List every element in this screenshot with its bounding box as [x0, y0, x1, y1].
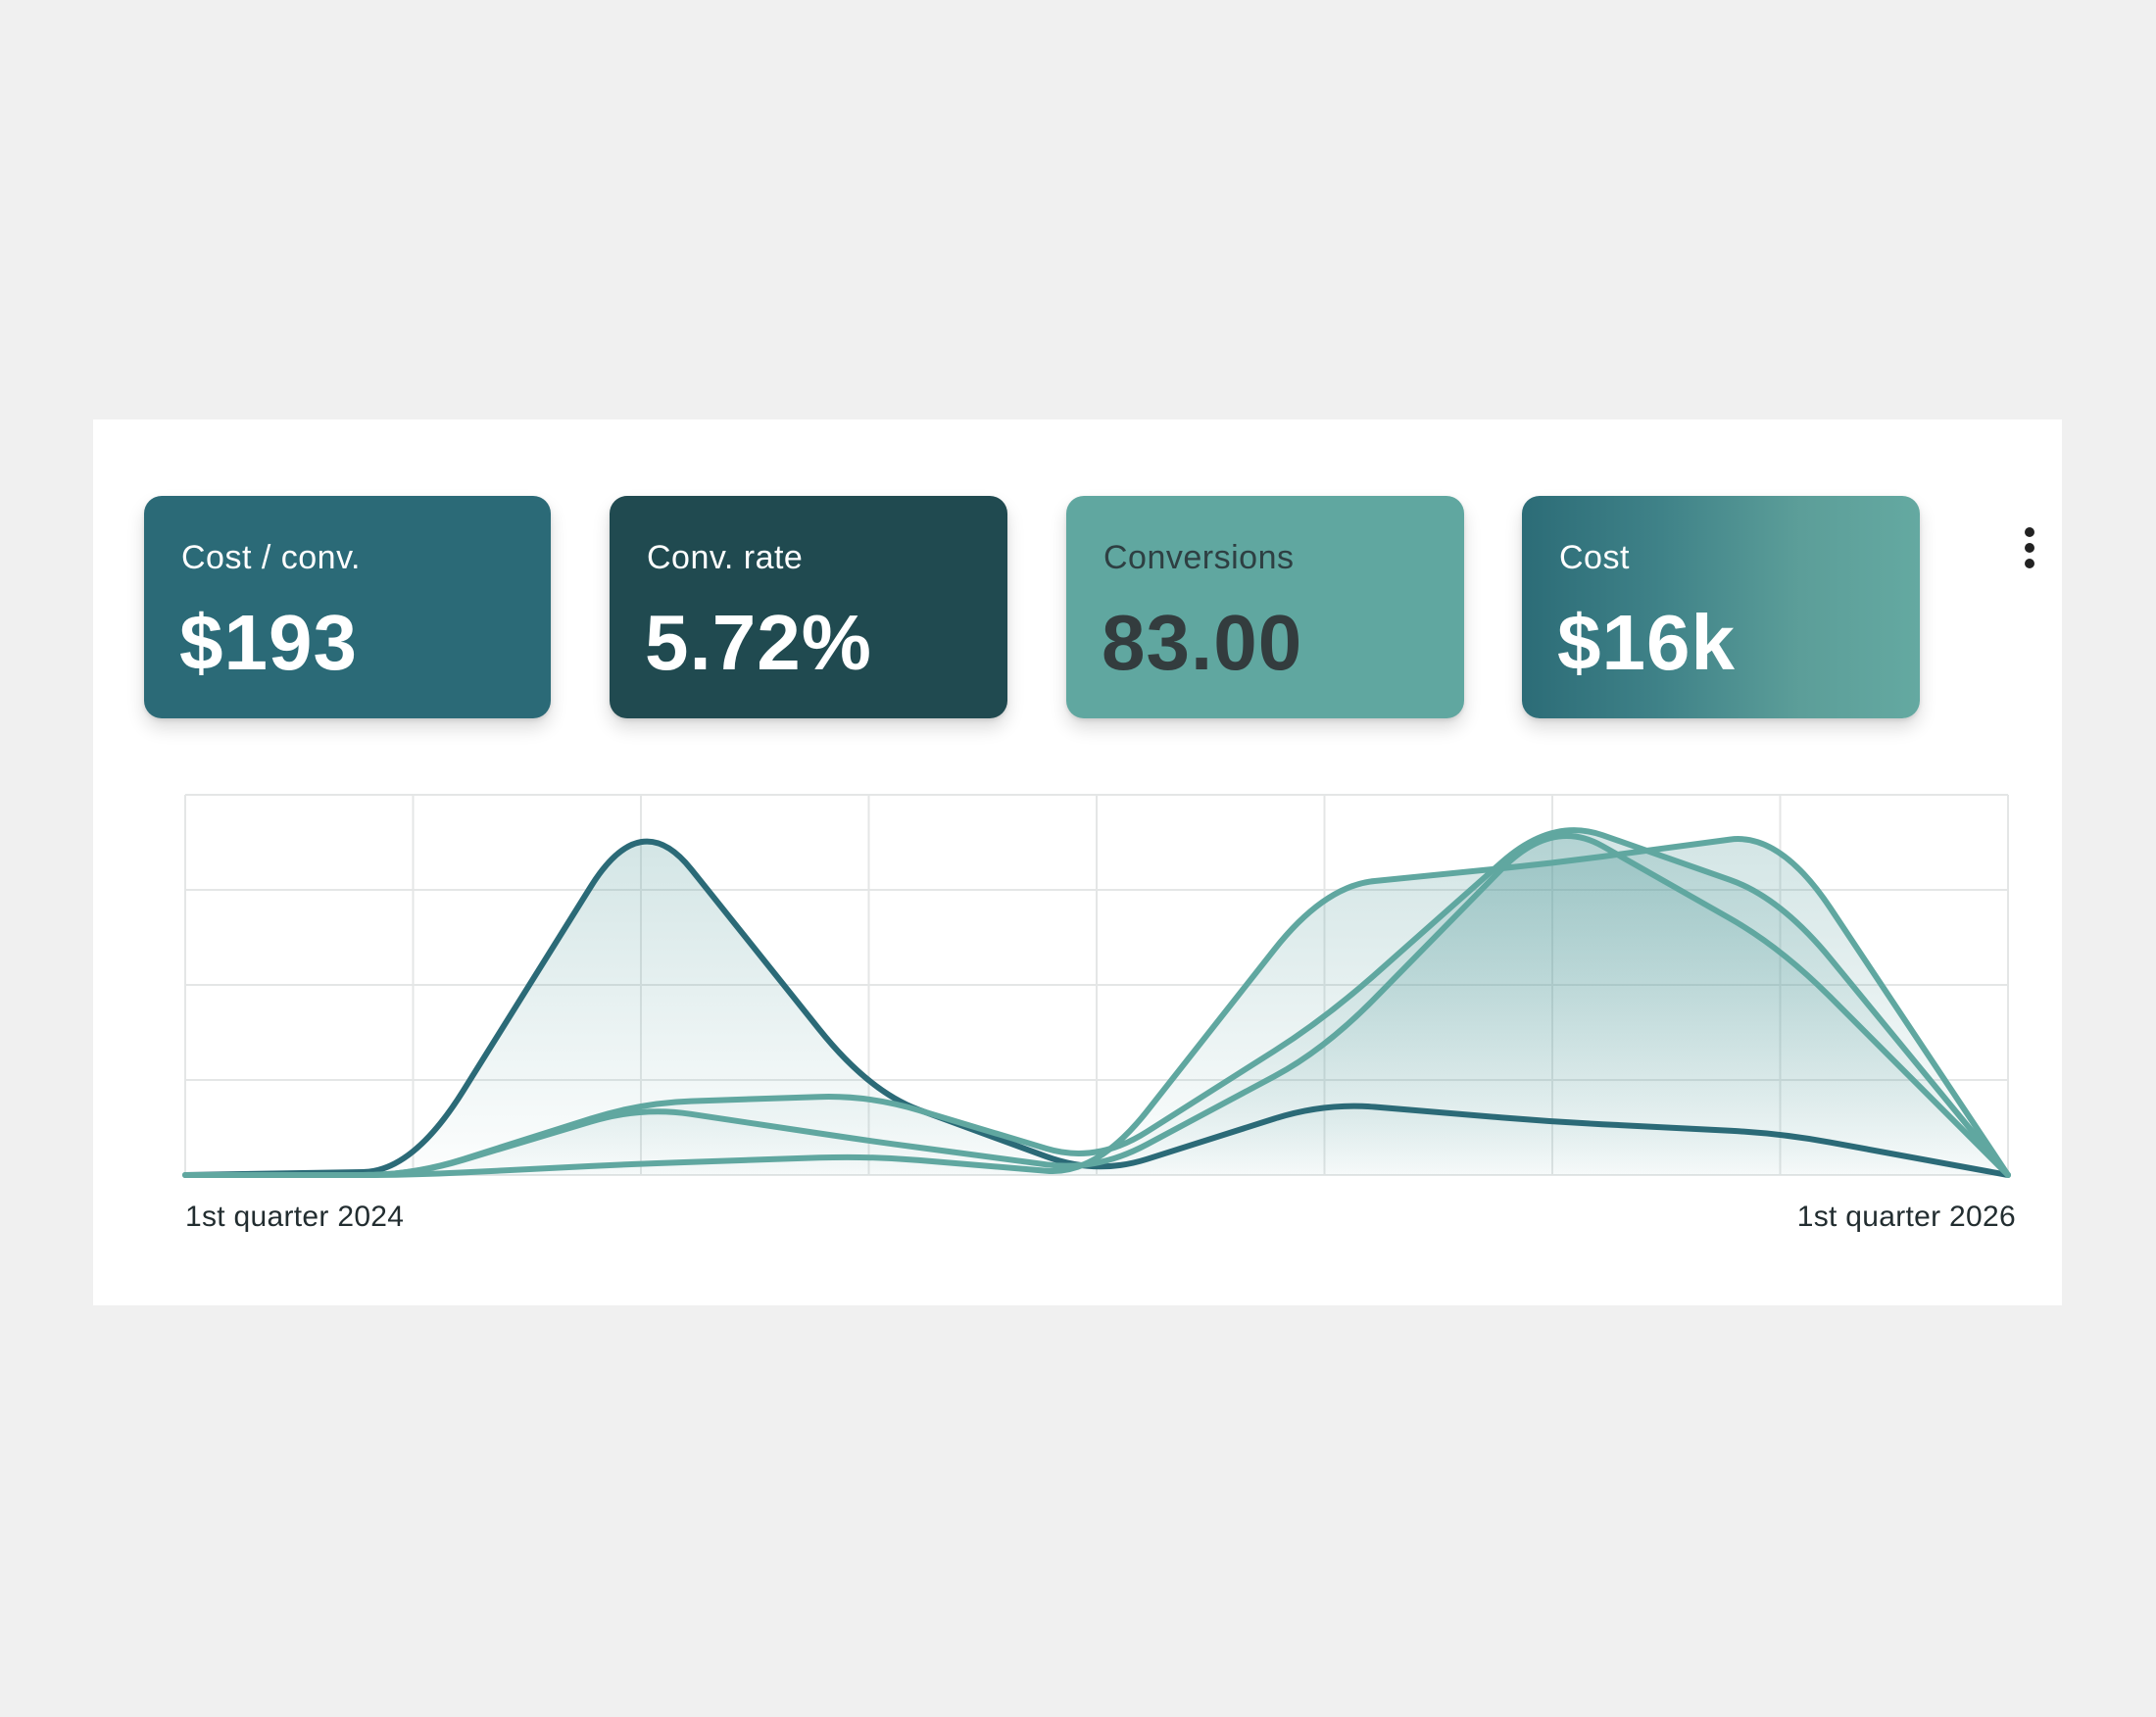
- metric-card-conversions[interactable]: Conversions 83.00: [1066, 496, 1464, 718]
- metric-value: 83.00: [1102, 599, 1303, 686]
- x-tick-label-start: 1st quarter 2024: [185, 1201, 405, 1233]
- metric-card-cost[interactable]: Cost $16k: [1522, 496, 1920, 718]
- x-tick-label-end: 1st quarter 2026: [1796, 1201, 2016, 1233]
- metric-label: Cost / conv.: [181, 539, 361, 576]
- metric-value: $193: [179, 599, 358, 686]
- metric-value: $16k: [1557, 599, 1736, 686]
- series-area-1: [185, 841, 2008, 1175]
- metric-value: 5.72%: [645, 599, 872, 686]
- metric-label: Conv. rate: [647, 539, 804, 576]
- chart-areas: [185, 830, 2008, 1175]
- metric-label: Cost: [1559, 539, 1630, 576]
- series-line-4: [182, 836, 2011, 1178]
- metric-card-conv-rate[interactable]: Conv. rate 5.72%: [610, 496, 1007, 718]
- metric-label: Conversions: [1103, 539, 1295, 576]
- metric-card-cost-per-conv[interactable]: Cost / conv. $193: [144, 496, 551, 718]
- series-area-4: [185, 839, 2008, 1175]
- performance-chart: [182, 794, 2011, 1178]
- dashboard-panel: Cost / conv. $193 Conv. rate 5.72% Conve…: [93, 419, 2062, 1305]
- more-vertical-icon[interactable]: [2018, 527, 2041, 576]
- series-line-3: [182, 832, 2011, 1178]
- chart-lines: [182, 827, 2011, 1178]
